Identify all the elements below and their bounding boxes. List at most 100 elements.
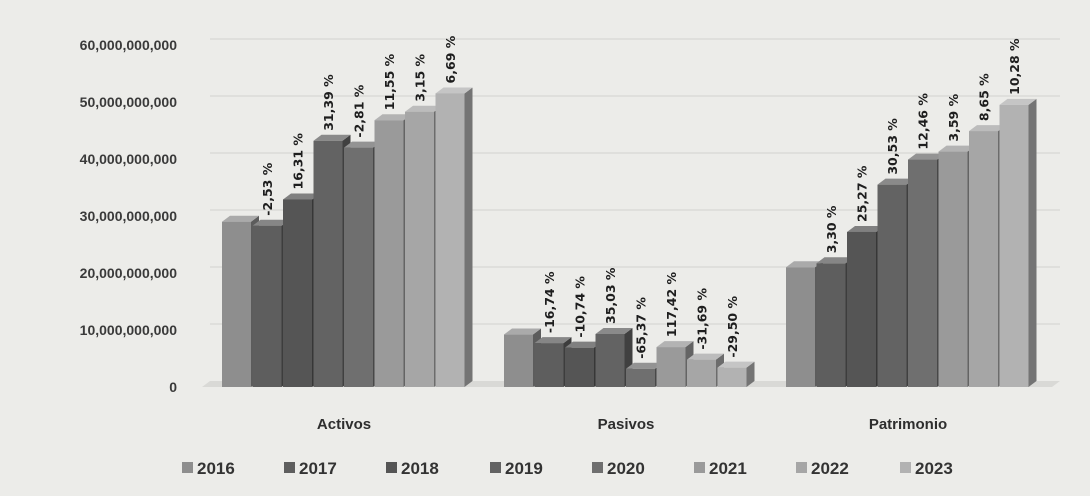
x-category-label: Patrimonio — [869, 416, 947, 433]
bar-front — [938, 151, 968, 387]
bar-front — [847, 231, 876, 387]
bar-side — [1028, 98, 1037, 387]
bar-top — [999, 98, 1037, 105]
bar-top — [504, 328, 541, 335]
data-labels: -2,53 % 16,31 % 31,39 % -2,81 % 11,55 % 3,15 … — [260, 35, 1022, 359]
bar-front — [222, 221, 251, 387]
y-tick-label: 10,000,000,000 — [80, 322, 178, 338]
data-label: -31,69 % — [695, 288, 710, 350]
bar-front — [534, 343, 564, 387]
legend-item-2016: 2016 — [182, 459, 235, 478]
bar-top — [222, 215, 259, 222]
bar-front — [877, 184, 907, 387]
bar-front — [313, 140, 343, 387]
data-label: 31,39 % — [321, 74, 336, 131]
bar-top — [534, 337, 572, 344]
data-label: 30,53 % — [885, 118, 900, 175]
legend-label: 2017 — [299, 459, 337, 478]
bar-front — [999, 104, 1029, 387]
data-label: -16,74 % — [542, 271, 557, 333]
bar-top — [786, 261, 823, 268]
bar-front — [816, 263, 846, 387]
y-tick-label: 20,000,000,000 — [80, 265, 178, 281]
data-label: 12,46 % — [916, 93, 931, 150]
legend-swatch — [490, 462, 501, 473]
bar-top — [626, 362, 663, 369]
legend-label: 2023 — [915, 459, 953, 478]
bar-patrimonio-2023 — [999, 98, 1037, 387]
y-tick-label: 50,000,000,000 — [80, 94, 178, 110]
x-axis: Activos Pasivos Patrimonio — [317, 416, 947, 433]
legend-swatch — [386, 462, 397, 473]
data-label: 10,28 % — [1007, 38, 1022, 95]
legend-swatch — [182, 462, 193, 473]
bar-top — [374, 114, 412, 121]
data-label: -65,37 % — [634, 297, 649, 359]
legend-swatch — [694, 462, 705, 473]
bar-top — [565, 341, 602, 348]
bar-front — [435, 93, 465, 387]
bar-top — [717, 361, 755, 368]
bar-front — [504, 334, 533, 387]
bar-pasivos-2023 — [717, 361, 755, 387]
legend-swatch — [284, 462, 295, 473]
bar-top — [969, 125, 1006, 132]
data-label: 8,65 % — [977, 73, 992, 121]
legend-item-2022: 2022 — [796, 459, 849, 478]
bar-front — [786, 267, 815, 387]
y-tick-label: 40,000,000,000 — [80, 151, 178, 167]
data-label: -10,74 % — [573, 276, 588, 338]
bar-top — [656, 341, 694, 348]
bar-front — [969, 131, 998, 387]
bar-front — [565, 347, 594, 387]
bar-top — [405, 105, 442, 112]
data-label: 3,30 % — [824, 205, 839, 253]
bar-top — [847, 225, 884, 232]
bar-front — [283, 199, 312, 387]
bar-top — [687, 353, 724, 360]
bar-top — [313, 134, 351, 141]
legend-label: 2021 — [709, 459, 747, 478]
legend-item-2021: 2021 — [694, 459, 747, 478]
legend-item-2023: 2023 — [900, 459, 953, 478]
data-label: -29,50 % — [725, 296, 740, 358]
bar-front — [252, 225, 282, 387]
bar-front — [908, 159, 937, 387]
y-tick-label: 60,000,000,000 — [80, 37, 178, 53]
legend-label: 2020 — [607, 459, 645, 478]
bar-top — [435, 87, 473, 94]
y-axis: 0 10,000,000,000 20,000,000,000 30,000,000,… — [80, 37, 178, 395]
bar-top — [877, 178, 915, 185]
data-label: 11,55 % — [382, 53, 397, 110]
bar-top — [252, 219, 290, 226]
y-tick-label: 30,000,000,000 — [80, 208, 178, 224]
bar-front — [405, 111, 434, 387]
data-label: -2,81 % — [352, 84, 367, 137]
legend-label: 2019 — [505, 459, 543, 478]
bar-front — [344, 147, 373, 387]
bar-top — [908, 153, 945, 160]
bar-top — [595, 327, 633, 334]
bar-front — [595, 333, 625, 387]
bar-top — [816, 257, 854, 264]
bar-top — [344, 141, 381, 148]
x-category-label: Pasivos — [598, 416, 655, 433]
data-label: 3,59 % — [946, 93, 961, 141]
data-label: 35,03 % — [603, 267, 618, 324]
data-label: 117,42 % — [664, 272, 679, 338]
bar-activos-2023 — [435, 87, 473, 387]
y-tick-label: 0 — [169, 379, 177, 395]
legend-item-2018: 2018 — [386, 459, 439, 478]
data-label: 6,69 % — [443, 35, 458, 83]
x-category-label: Activos — [317, 416, 371, 433]
data-label: 16,31 % — [291, 133, 306, 190]
bar-side — [464, 87, 473, 387]
bar-front — [717, 367, 747, 387]
legend-swatch — [796, 462, 807, 473]
data-label: 3,15 % — [413, 53, 428, 101]
legend-label: 2018 — [401, 459, 439, 478]
legend-label: 2022 — [811, 459, 849, 478]
data-label: 25,27 % — [855, 165, 870, 222]
legend-swatch — [900, 462, 911, 473]
bar-front — [626, 368, 655, 387]
